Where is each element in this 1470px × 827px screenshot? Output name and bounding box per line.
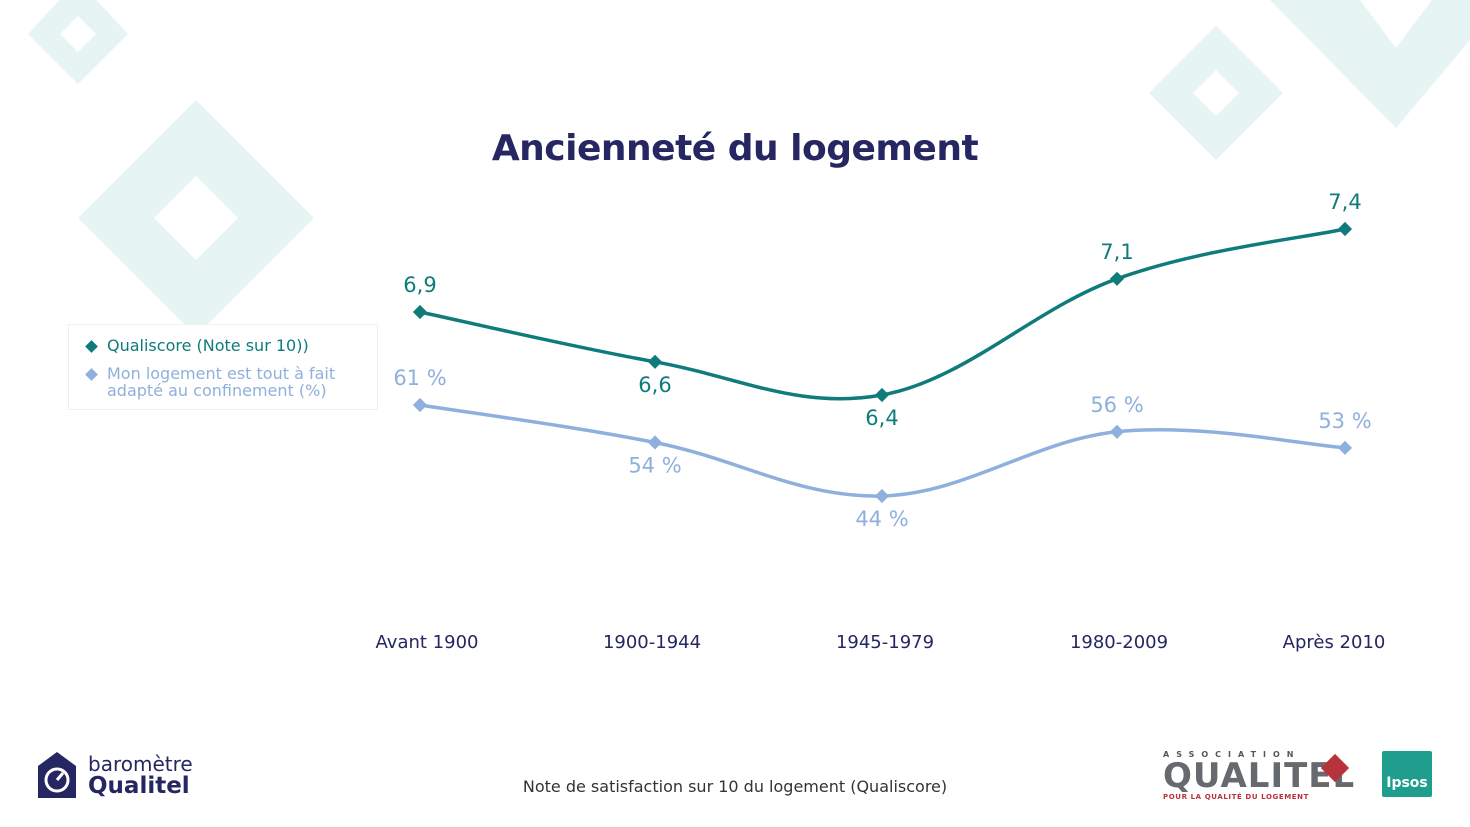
chart-title: Ancienneté du logement [491,128,979,169]
data-point [412,397,428,413]
chart-legend: Qualiscore (Note sur 10)) Mon logement e… [68,324,378,410]
x-tick-label: 1945-1979 [836,632,934,653]
data-label: 53 % [1318,409,1371,433]
qualitel-assoc-text: ASSOCIATION [1163,750,1301,759]
diamond-marker-icon [85,368,98,381]
legend-label: Qualiscore (Note sur 10)) [107,336,309,355]
data-label: 61 % [393,366,446,390]
barometre-qualitel-logo: baromètre Qualitel [36,750,193,800]
data-label: 6,9 [403,273,436,297]
data-label: 56 % [1090,393,1143,417]
qualitel-sub-text: POUR LA QUALITÉ DU LOGEMENT [1163,793,1310,801]
footnote: Note de satisfaction sur 10 du logement … [522,777,948,796]
decor-diamond [1149,26,1283,160]
legend-item-confinement: Mon logement est tout à fait adapté au c… [83,365,373,399]
data-label: 6,4 [865,406,898,430]
x-tick-label: 1980-2009 [1070,632,1168,653]
data-label: 54 % [628,453,681,477]
data-label: 6,6 [638,373,671,397]
house-gauge-icon [38,752,76,798]
brand-big-text: Qualitel [88,773,190,799]
legend-item-qualiscore: Qualiscore (Note sur 10)) [83,337,309,354]
x-tick-label: Après 2010 [1283,632,1386,653]
data-point [647,354,663,369]
decor-diamond [1270,0,1470,128]
ipsos-text: Ipsos [1386,775,1428,791]
data-label: 44 % [855,507,908,531]
x-tick-label: Avant 1900 [376,632,479,653]
legend-label: Mon logement est tout à fait adapté au c… [107,364,336,400]
x-tick-label: 1900-1944 [603,632,701,653]
data-point [647,435,663,450]
series-line-1 [419,227,1346,401]
data-point [1337,221,1353,237]
brand-small-text: baromètre [88,752,193,776]
data-point [874,488,890,504]
ipsos-logo: Ipsos [1382,751,1432,797]
data-label: 7,4 [1328,190,1361,214]
decor-diamond [78,100,314,336]
data-point [1109,424,1125,439]
data-point [1337,440,1353,455]
data-point [412,304,428,320]
association-qualitel-logo: ASSOCIATION QUALITEL POUR LA QUALITÉ DU … [1163,750,1354,801]
data-label: 7,1 [1100,240,1133,264]
data-point [1109,271,1125,286]
data-point [874,387,890,403]
decor-diamond [28,0,128,84]
diamond-marker-icon [85,340,98,353]
